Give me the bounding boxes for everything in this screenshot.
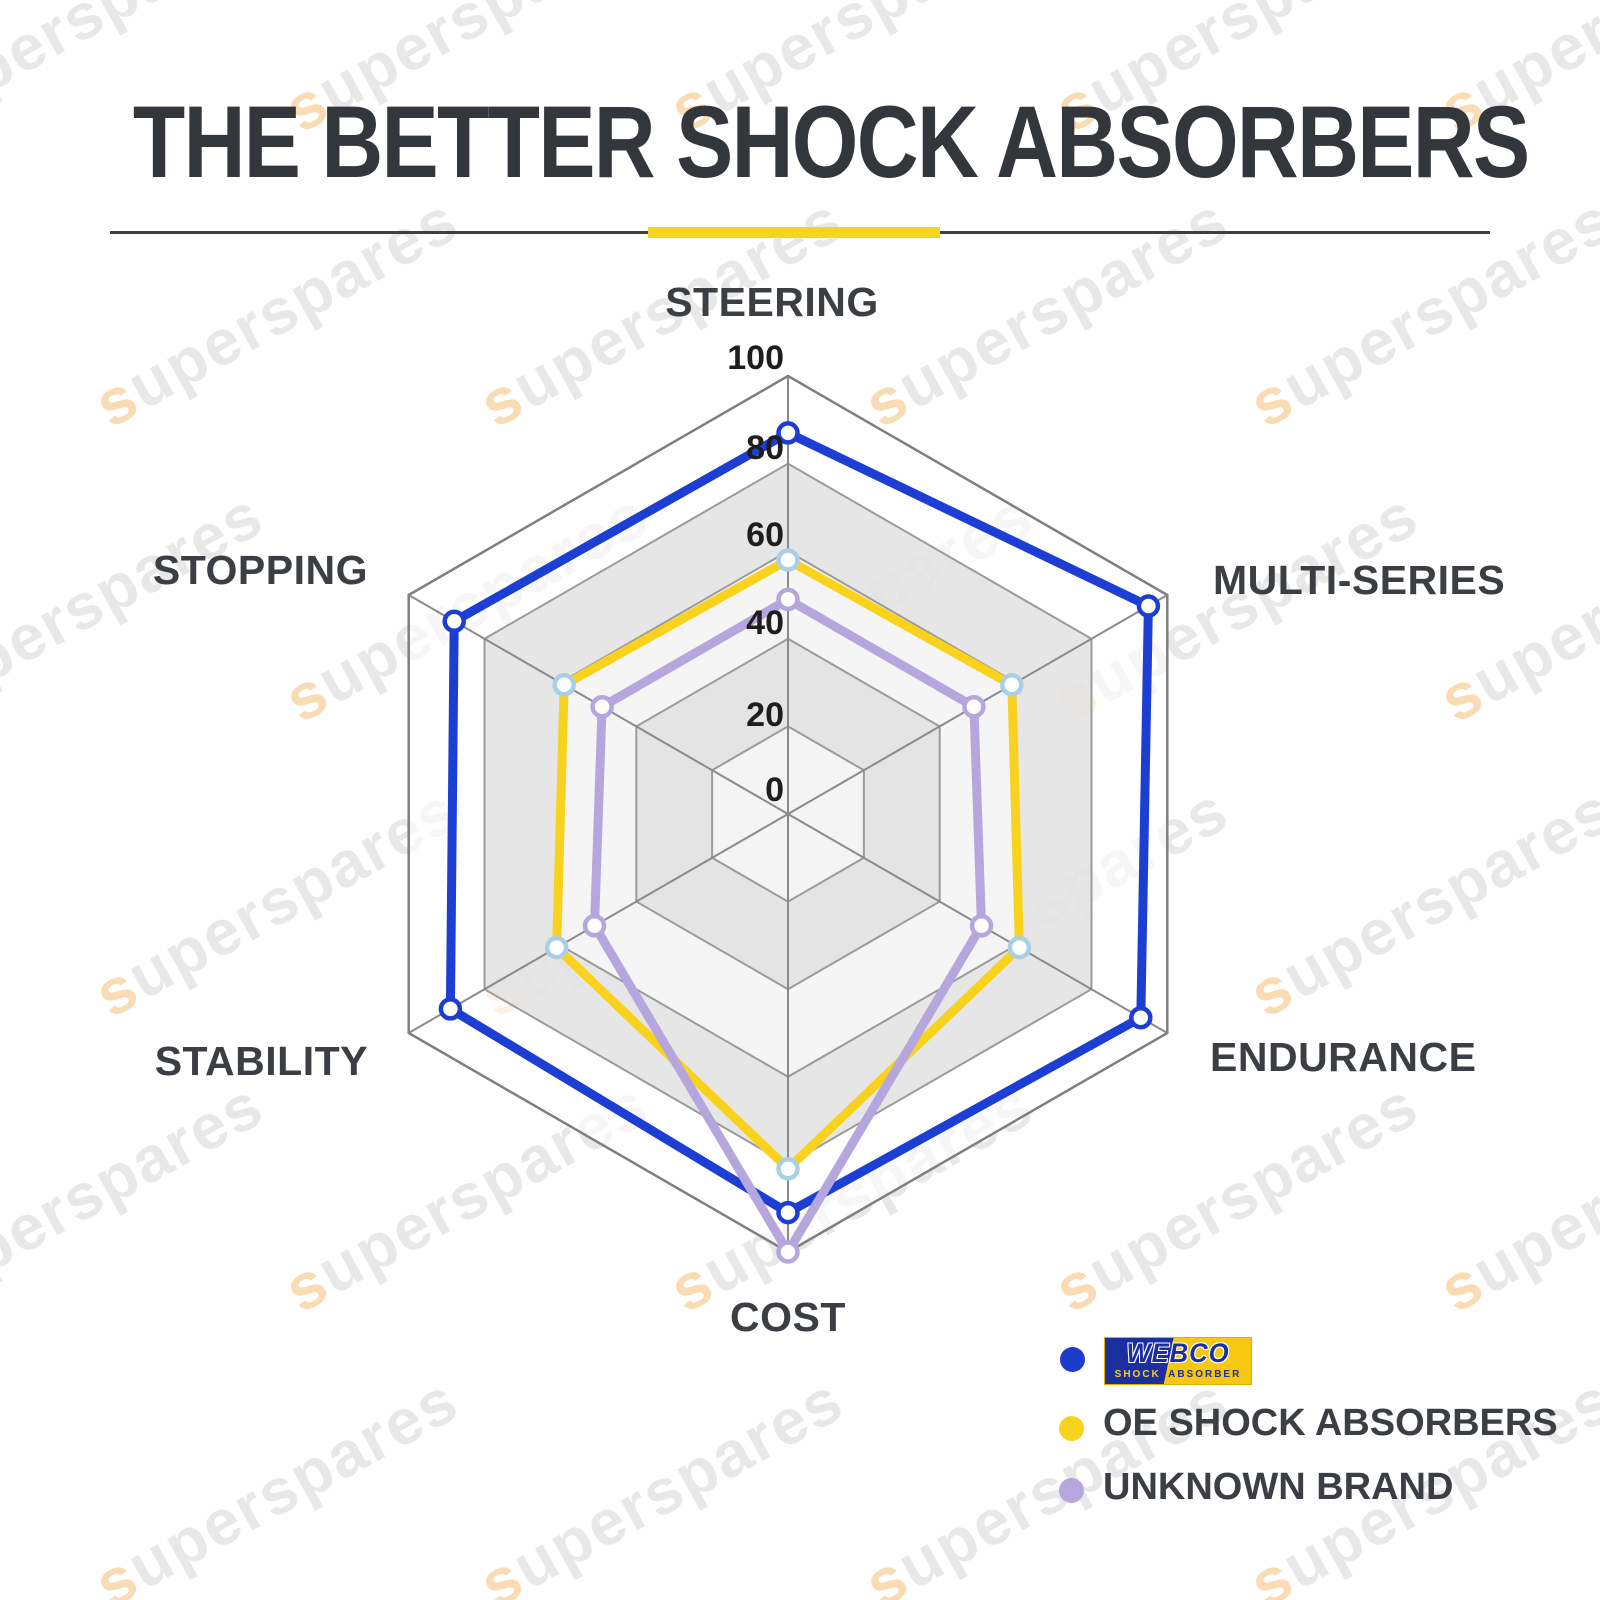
axis-label-multi-series: MULTI-SERIES <box>1213 557 1506 603</box>
title-divider-accent <box>648 227 940 238</box>
page-title: THE BETTER SHOCK ABSORBERS <box>132 85 1530 199</box>
legend-label-oe: OE SHOCK ABSORBERS <box>1103 1402 1558 1444</box>
webco-logo: WEBCO SHOCK ABSORBER <box>1104 1337 1252 1385</box>
webco-logo-text: WEBCO <box>1126 1338 1230 1368</box>
axis-label-stability: STABILITY <box>154 1038 368 1084</box>
axis-label-stopping: STOPPING <box>152 547 368 593</box>
axis-label-steering: STEERING <box>665 279 879 325</box>
webco-logo-sub-shock: SHOCK <box>1114 1369 1161 1380</box>
tick-label-80: 80 <box>746 429 784 467</box>
legend-label-unknown: UNKNOWN BRAND <box>1103 1466 1454 1508</box>
tick-label-20: 20 <box>746 696 784 734</box>
legend-dot-webco <box>1060 1347 1085 1372</box>
legend-dot-unknown <box>1059 1478 1084 1503</box>
legend-dot-oe <box>1059 1416 1084 1441</box>
webco-logo-sub-absorber: ABSORBER <box>1168 1369 1242 1380</box>
tick-label-0: 0 <box>765 771 784 809</box>
tick-label-60: 60 <box>746 516 784 554</box>
tick-label-40: 40 <box>746 604 784 642</box>
axis-label-cost: COST <box>730 1294 846 1340</box>
axis-label-endurance: ENDURANCE <box>1210 1034 1477 1080</box>
tick-label-100: 100 <box>727 339 784 377</box>
